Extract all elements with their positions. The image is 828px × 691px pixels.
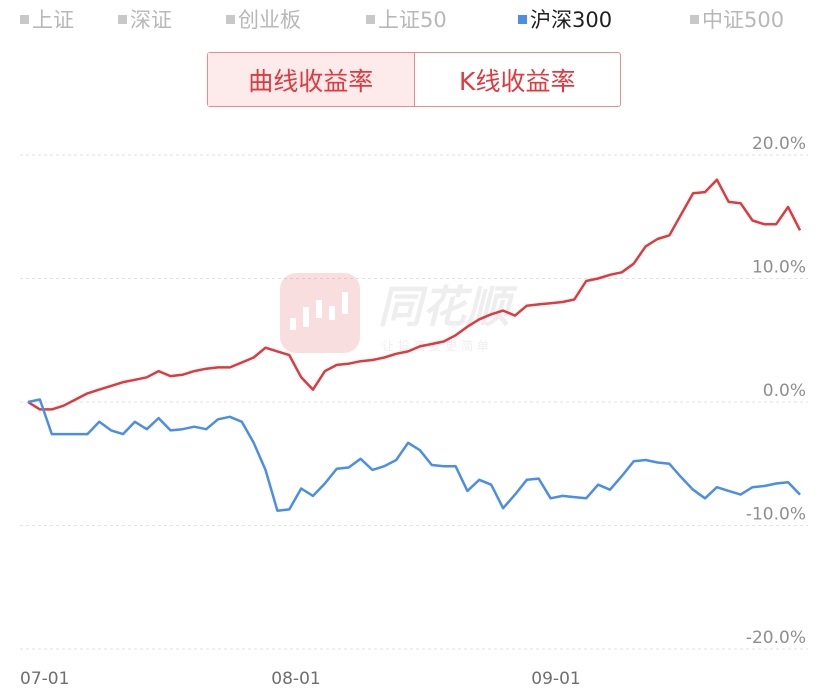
y-axis-labels: 20.0% 10.0% 0.0% -10.0% -20.0% bbox=[746, 134, 806, 648]
watermark: 同花顺 让 投 资 变 更 简 单 bbox=[280, 273, 518, 353]
legend-label: 中证500 bbox=[702, 8, 785, 32]
legend-label: 上证 bbox=[32, 8, 74, 32]
x-tick-label: 08-01 bbox=[271, 669, 320, 689]
curve-return-tab[interactable]: 曲线收益率 bbox=[208, 53, 415, 106]
legend-label: 创业板 bbox=[238, 8, 301, 32]
x-tick-label: 07-01 bbox=[20, 669, 69, 689]
watermark-text: 同花顺 bbox=[378, 282, 518, 333]
legend-item-4[interactable]: 沪深300 bbox=[518, 4, 612, 34]
legend-marker-icon bbox=[690, 14, 699, 24]
k-line-return-tab[interactable]: K线收益率 bbox=[459, 66, 576, 96]
legend-marker-icon bbox=[118, 14, 127, 24]
x-tick-label: 09-01 bbox=[531, 669, 580, 689]
legend-item-3[interactable]: 上证50 bbox=[366, 4, 447, 34]
watermark-logo-icon bbox=[280, 273, 360, 353]
legend-item-1[interactable]: 深证 bbox=[118, 4, 172, 34]
legend-item-2[interactable]: 创业板 bbox=[226, 4, 301, 34]
legend-item-5[interactable]: 中证500 bbox=[690, 4, 784, 34]
legend-label: 沪深300 bbox=[530, 8, 613, 32]
y-tick-label: 10.0% bbox=[752, 258, 806, 278]
return-mode-toggle: 曲线收益率 K线收益率 bbox=[207, 52, 621, 107]
legend-marker-icon bbox=[226, 14, 235, 24]
legend-label: 上证50 bbox=[378, 8, 447, 32]
strategy-return-line bbox=[27, 178, 802, 411]
y-tick-label: -20.0% bbox=[746, 628, 806, 648]
y-tick-label: 0.0% bbox=[763, 381, 806, 401]
y-tick-label: 20.0% bbox=[752, 134, 806, 154]
legend-marker-icon bbox=[518, 14, 527, 24]
watermark-candlestick-icon bbox=[290, 292, 348, 330]
y-tick-label: -10.0% bbox=[746, 505, 806, 525]
index-legend: 上证 深证 创业板 上证50 沪深300 中证500 bbox=[0, 0, 828, 34]
x-axis-labels: 07-01 08-01 09-01 bbox=[20, 669, 581, 689]
legend-marker-icon bbox=[366, 14, 375, 24]
watermark-subtext: 让 投 资 变 更 简 单 bbox=[382, 338, 489, 353]
benchmark-return-line bbox=[27, 398, 801, 512]
grid-lines bbox=[20, 154, 808, 650]
series-lines bbox=[27, 178, 802, 512]
legend-label: 深证 bbox=[130, 8, 172, 32]
legend-item-0[interactable]: 上证 bbox=[20, 4, 74, 34]
legend-marker-icon bbox=[20, 14, 29, 24]
